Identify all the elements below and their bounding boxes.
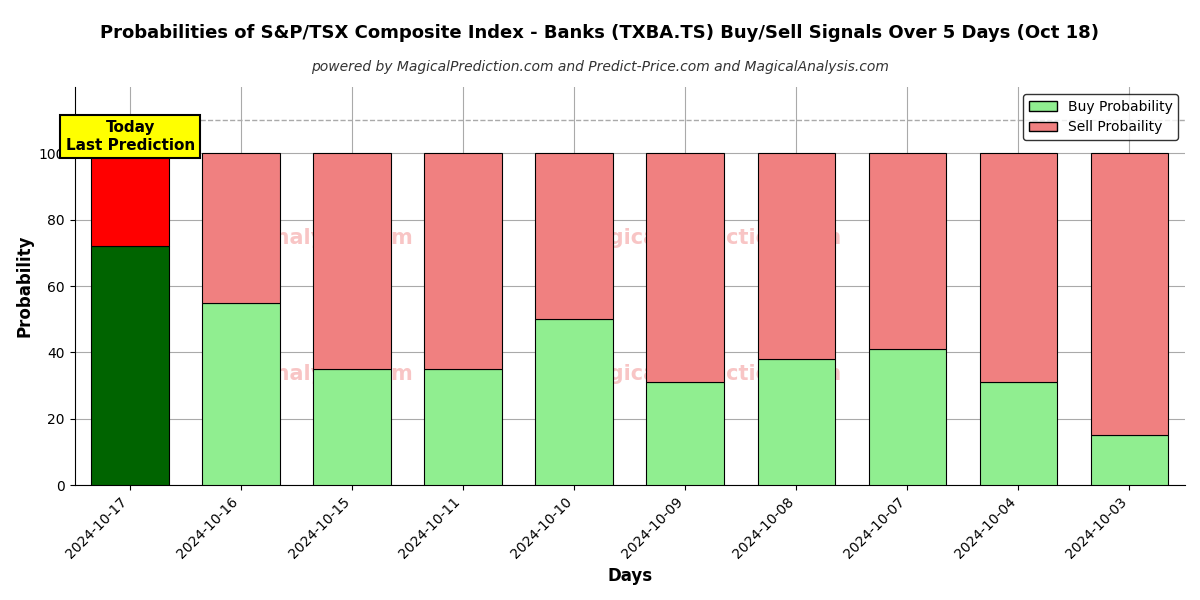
Bar xyxy=(979,154,1057,382)
Bar xyxy=(203,154,280,302)
Bar xyxy=(313,154,391,369)
X-axis label: Days: Days xyxy=(607,567,653,585)
Bar xyxy=(535,154,613,319)
Bar xyxy=(535,319,613,485)
Bar xyxy=(757,154,835,359)
Bar xyxy=(757,359,835,485)
Text: powered by MagicalPrediction.com and Predict-Price.com and MagicalAnalysis.com: powered by MagicalPrediction.com and Pre… xyxy=(311,60,889,74)
Bar xyxy=(647,382,725,485)
Bar xyxy=(203,302,280,485)
Text: MagicalPrediction.com: MagicalPrediction.com xyxy=(574,364,841,383)
Bar xyxy=(313,369,391,485)
Text: Probabilities of S&P/TSX Composite Index - Banks (TXBA.TS) Buy/Sell Signals Over: Probabilities of S&P/TSX Composite Index… xyxy=(101,24,1099,42)
Text: MagicalPrediction.com: MagicalPrediction.com xyxy=(574,229,841,248)
Text: calAnalysis.com: calAnalysis.com xyxy=(226,364,413,383)
Bar xyxy=(979,382,1057,485)
Bar xyxy=(1091,436,1169,485)
Bar xyxy=(91,246,169,485)
Bar xyxy=(647,154,725,382)
Legend: Buy Probability, Sell Probaility: Buy Probability, Sell Probaility xyxy=(1024,94,1178,140)
Bar xyxy=(869,154,947,349)
Bar xyxy=(425,154,502,369)
Bar xyxy=(425,369,502,485)
Y-axis label: Probability: Probability xyxy=(16,235,34,337)
Bar xyxy=(91,154,169,246)
Text: calAnalysis.com: calAnalysis.com xyxy=(226,229,413,248)
Bar xyxy=(869,349,947,485)
Text: Today
Last Prediction: Today Last Prediction xyxy=(66,120,194,152)
Bar xyxy=(1091,154,1169,436)
